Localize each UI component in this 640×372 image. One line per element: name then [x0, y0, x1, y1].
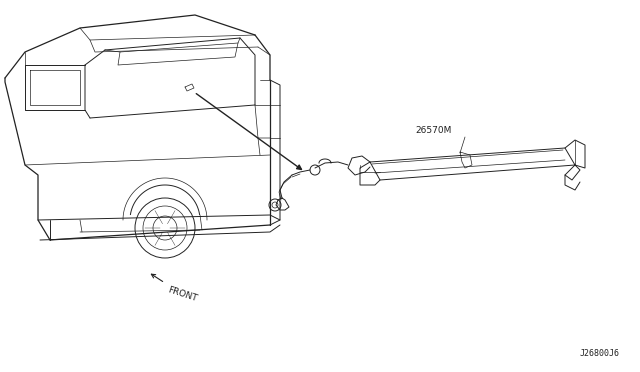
Text: J26800J6: J26800J6 [580, 349, 620, 358]
Text: 26570M: 26570M [415, 126, 451, 135]
Text: FRONT: FRONT [167, 285, 199, 303]
